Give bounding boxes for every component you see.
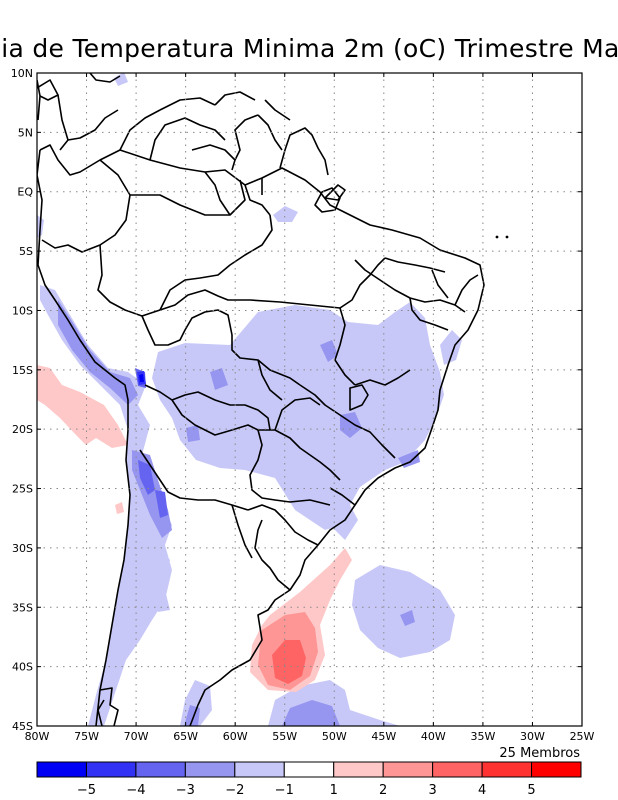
contour-cold-deep-south-core [282,700,340,726]
lat-label: 35S [12,601,33,614]
contour-cold-mid-3 [210,368,228,390]
lon-label: 25W [570,730,595,743]
lat-label: 15S [12,364,33,377]
lon-label: 45W [371,730,396,743]
contour-cold-north [273,206,298,222]
colorbar-tick-label: −3 [176,783,195,798]
colorbar-box [283,761,335,778]
colorbar [36,761,582,778]
lat-label: 10N [11,67,33,80]
lat-label: 20S [12,423,33,436]
colorbar-tick-label: 4 [478,783,486,798]
longitude-labels: 80W 75W 70W 65W 60W 55W 50W 45W 40W 35W 30W 25W [25,730,595,743]
colorbar-box [234,761,285,778]
lat-label: 45S [12,720,33,733]
colorbar-tick-label: 3 [428,783,436,798]
lat-label: EQ [17,186,33,199]
lon-label: 80W [25,730,50,743]
colorbar-tick-label: −4 [126,783,145,798]
colorbar-tick-label: −2 [225,783,244,798]
lon-label: 40W [421,730,446,743]
lat-label: 5S [19,245,33,258]
colorbar-box [333,761,384,778]
island-dot [505,235,509,239]
colorbar-tick-label: −1 [275,783,294,798]
map-title: lia de Temperatura Minima 2m (oC) Trimes… [0,34,618,63]
colorbar-box [184,761,236,778]
colorbar-box [36,761,87,778]
colorbar-box [382,761,434,778]
contour-cold-south-atlantic [352,565,455,658]
lon-label: 50W [322,730,347,743]
axis-ticks [36,72,583,727]
lon-label: 70W [124,730,149,743]
map-frame [36,72,583,727]
contour-cold-altiplano-peak [139,374,144,382]
colorbar-labels: −5 −4 −3 −2 −1 1 2 3 4 5 [77,783,536,798]
lat-label: 10S [12,304,33,317]
contour-cold-mid-5 [398,450,420,468]
contour-cold-caribbean [114,73,128,86]
colorbar-tick-label: 5 [527,783,535,798]
contour-cold-andes-strong-3 [155,490,168,518]
colorbar-box [135,761,186,778]
lon-label: 30W [520,730,545,743]
contour-cold-mid-1 [320,340,338,362]
contour-cold-east-coast [440,330,462,365]
lon-label: 35W [470,730,495,743]
contour-cold-andes-mid [58,300,138,405]
contour-cold-patagonia-3 [155,590,170,612]
island-dot [495,235,499,239]
lat-label: 25S [12,483,33,496]
lon-label: 75W [74,730,99,743]
contour-warm-small [115,502,124,514]
lat-label: 5N [18,126,33,139]
map-grid [37,73,582,726]
colorbar-box [531,761,582,778]
latitude-labels: 10N 5N EQ 5S 10S 15S 20S 25S 30S 35S 40S 45S [11,67,34,733]
colorbar-tick-label: 1 [330,783,338,798]
positive-anomaly-contours [37,365,352,692]
lat-label: 40S [12,661,33,674]
members-label: 25 Membros [499,746,580,761]
colorbar-box [85,761,137,778]
contour-warm-core [272,640,306,684]
lat-label: 30S [12,542,33,555]
coastlines-and-borders [37,73,485,726]
lon-label: 65W [173,730,198,743]
contour-cold-atlantic-core [400,610,415,626]
colorbar-tick-label: −5 [77,783,96,798]
contour-warm-pacific [37,365,128,448]
contour-cold-patagonia-2 [148,548,170,580]
colorbar-box [481,761,533,778]
contour-cold-mid-4 [186,425,200,442]
colorbar-box [432,761,483,778]
contour-cold-andes-north [40,285,172,726]
negative-anomaly-contours [37,73,462,726]
contour-cold-southeast [330,505,358,540]
lon-label: 60W [223,730,248,743]
contour-cold-central-brazil [152,302,444,530]
lon-label: 55W [272,730,297,743]
contour-cold-andes-strong-2 [138,460,155,495]
colorbar-tick-label: 2 [379,783,387,798]
